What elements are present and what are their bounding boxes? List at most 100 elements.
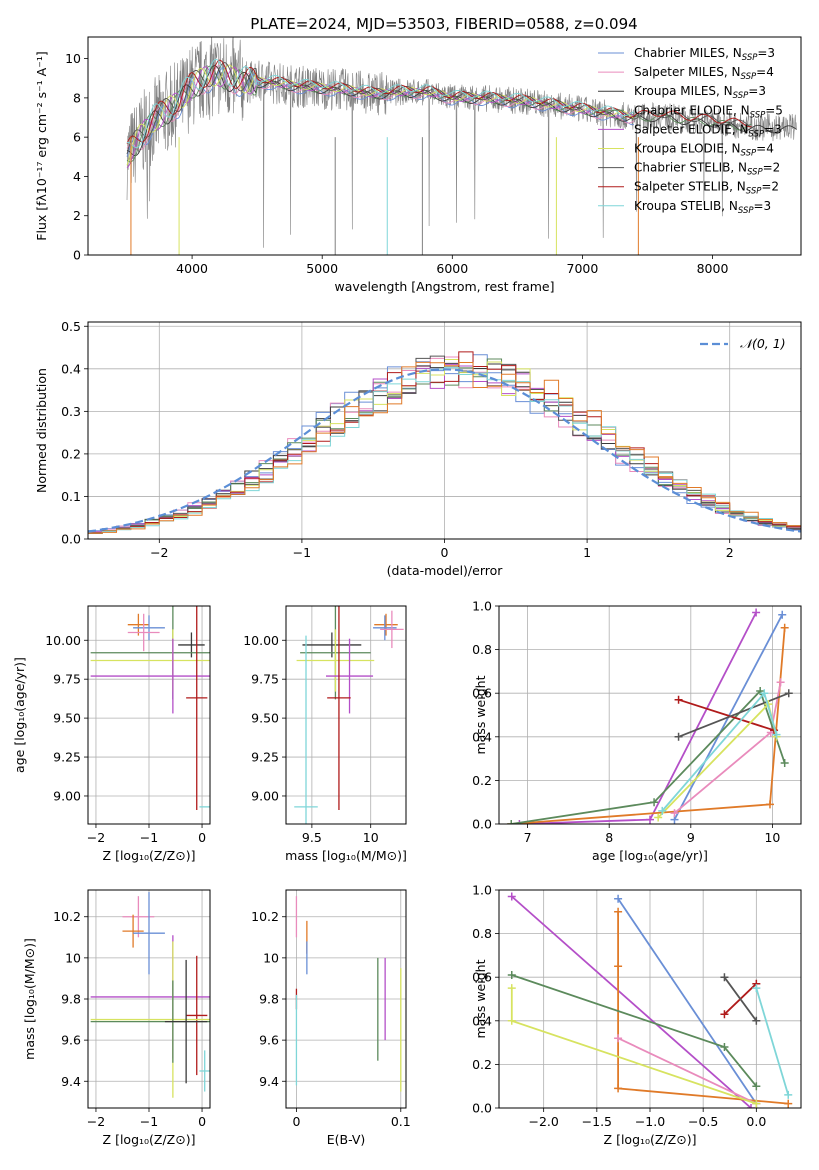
legend-sub: SSP <box>742 53 758 63</box>
x-tick-label: 0.1 <box>391 1114 411 1129</box>
model-line <box>126 58 635 149</box>
weight-line <box>723 976 758 1022</box>
legend-suffix: =2 <box>761 180 779 194</box>
y-tick-label: 10.00 <box>243 633 279 648</box>
y-tick-label: 0.8 <box>472 926 492 941</box>
weight-series <box>515 608 761 824</box>
y-tick-label: 2 <box>73 208 81 223</box>
x-axis-label: Z [log₁₀(Z/Z⊙)] <box>103 848 196 863</box>
weight-marker <box>614 1034 623 1043</box>
legend-sub: SSP <box>747 168 763 178</box>
weight-line <box>617 911 789 1105</box>
weight-line <box>755 987 790 1096</box>
legend-entry: Kroupa ELODIE, NSSP=4 <box>634 142 774 159</box>
figure-title: PLATE=2024, MJD=53503, FIBERID=0588, z=0… <box>250 15 637 33</box>
y-axis-label: mass weight <box>473 675 488 754</box>
y-tick-label: 0.0 <box>472 1101 492 1116</box>
y-tick-label: 9.25 <box>251 750 279 765</box>
weight-marker <box>752 1099 761 1108</box>
legend-sub: SSP <box>746 187 762 197</box>
errorbar-point <box>296 629 375 692</box>
model-line <box>126 59 752 144</box>
weight-marker <box>760 689 769 698</box>
weight-line <box>678 692 790 738</box>
weight-marker <box>765 800 774 809</box>
y-tick-label: 9.75 <box>53 672 81 687</box>
y-tick-label: 9.75 <box>251 672 279 687</box>
weight-marker <box>752 1016 761 1025</box>
y-tick-label: 0.2 <box>472 1057 492 1072</box>
weight-line <box>511 974 757 1087</box>
axes-frame <box>498 605 802 825</box>
weight-marker <box>614 907 623 916</box>
weight-marker <box>507 1016 516 1025</box>
y-tick-label: 10 <box>263 950 279 965</box>
x-tick-label: 1 <box>583 545 591 560</box>
weight-series <box>507 984 761 1108</box>
y-tick-label: 0.1 <box>61 489 81 504</box>
axes-mass-vs-Z: −2 −1 0 9.4 9.6 9.8 10 10.2 Z [log₁₀(Z/Z⊙)] mass … <box>22 889 211 1147</box>
legend-entry: Kroupa STELIB, NSSP=3 <box>634 199 771 216</box>
legend-suffix: =2 <box>763 161 781 175</box>
weight-marker <box>658 806 667 815</box>
x-tick-label: 0 <box>198 1114 206 1129</box>
y-tick-label: 0.2 <box>472 773 492 788</box>
x-tick-label: 2 <box>726 545 734 560</box>
x-tick-label: 0 <box>441 545 449 560</box>
y-tick-label: 6 <box>73 130 81 145</box>
legend-label: Kroupa MILES, N <box>634 84 733 98</box>
y-tick-label: 0.8 <box>472 642 492 657</box>
errorbar-point <box>302 632 362 658</box>
weight-line <box>678 698 775 732</box>
weight-marker <box>654 813 663 822</box>
weight-marker <box>614 962 623 971</box>
x-tick-label: 10 <box>764 830 780 845</box>
weight-series <box>614 907 793 1108</box>
y-tick-label: 9.00 <box>53 788 81 803</box>
y-tick-label: 0.6 <box>472 970 492 985</box>
x-tick-label: 7 <box>524 830 532 845</box>
errorbar-point <box>327 606 351 810</box>
legend-entry: Chabrier MILES, NSSP=3 <box>634 46 775 63</box>
y-tick-label: 0 <box>73 248 81 263</box>
errorbar-point <box>178 632 205 658</box>
y-tick-label: 4 <box>73 169 81 184</box>
legend-label: Salpeter STELIB, N <box>634 180 746 194</box>
axes-weight-vs-age: 7 8 9 10 0.0 0.2 0.4 0.6 0.8 1.0 age [log₁₀(age/yr… <box>472 599 802 863</box>
model-line <box>126 65 635 150</box>
y-tick-label: 9.00 <box>251 788 279 803</box>
plot-area <box>126 37 798 255</box>
weight-marker <box>780 623 789 632</box>
legend-entry: Kroupa MILES, NSSP=3 <box>634 84 766 101</box>
model-line <box>126 65 752 163</box>
y-tick-label: 9.4 <box>259 1074 279 1089</box>
axes-weight-vs-Z: −2.0 −1.5 −1.0 −0.5 0.0 0.0 0.2 0.4 0.6 0.8 1.0 Z [… <box>472 883 802 1147</box>
x-tick-label: 10 <box>363 830 379 845</box>
weight-marker <box>507 971 516 980</box>
legend-suffix: =3 <box>764 122 782 136</box>
axes-age-vs-Z: −2 −1 0 9.00 9.25 9.50 9.75 10.00 Z [log₁₀(Z/Z⊙)… <box>12 605 211 863</box>
y-axis-label: mass [log₁₀(M/M⊙)] <box>22 938 37 1060</box>
y-tick-label: 0.6 <box>472 686 492 701</box>
axes-frame <box>87 36 802 256</box>
y-tick-label: 10 <box>65 950 81 965</box>
legend-label: Chabrier ELODIE, N <box>634 103 750 117</box>
weight-series <box>674 689 793 741</box>
weight-marker <box>778 610 787 619</box>
legend-entry: 𝒩(0, 1) <box>740 336 786 351</box>
y-tick-label: 9.25 <box>53 750 81 765</box>
weight-line <box>511 689 786 824</box>
weight-series <box>654 700 781 822</box>
y-tick-label: 1.0 <box>472 883 492 898</box>
y-tick-label: 8 <box>73 90 81 105</box>
y-tick-label: 0.3 <box>61 404 81 419</box>
weight-marker <box>515 820 524 824</box>
errorbar-point <box>199 1050 210 1092</box>
weight-marker <box>720 973 729 982</box>
legend-entry: Salpeter MILES, NSSP=4 <box>634 65 774 82</box>
y-tick-label: 0.4 <box>472 729 492 744</box>
histogram-series <box>88 355 801 534</box>
x-tick-label: 4000 <box>176 261 208 276</box>
weight-line <box>519 612 757 824</box>
legend-label: Salpeter ELODIE, N <box>634 122 748 136</box>
